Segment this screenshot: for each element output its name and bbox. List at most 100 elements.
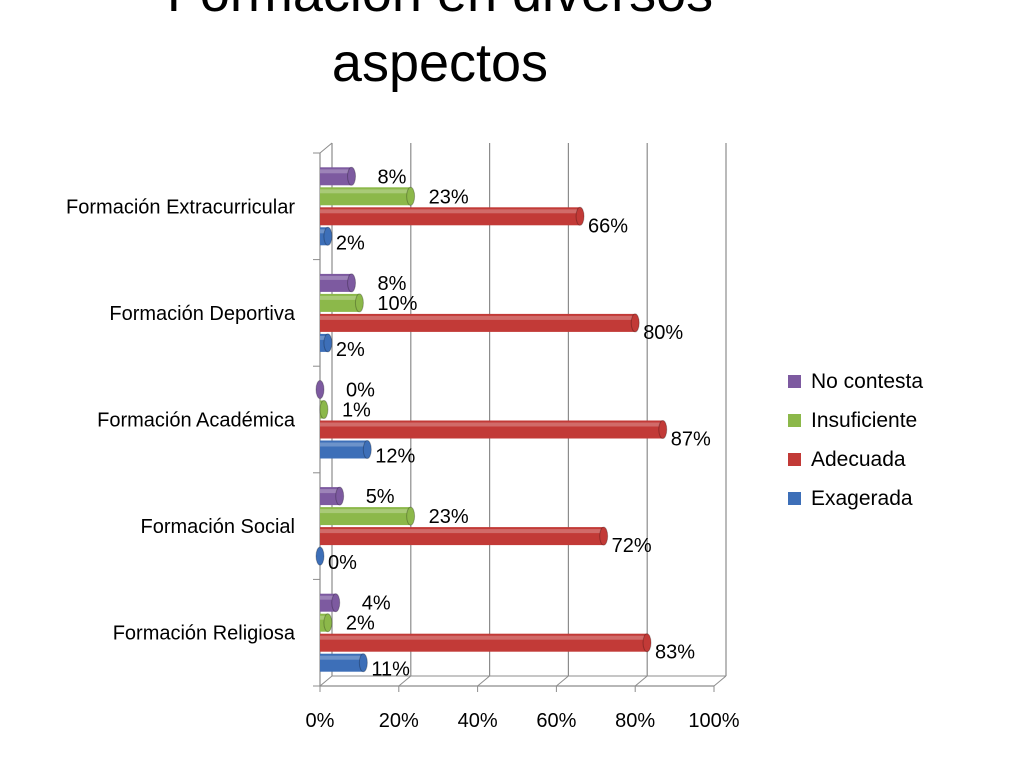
bar-highlight	[320, 275, 352, 280]
bar-highlight	[320, 189, 411, 194]
x-tick-label: 80%	[615, 710, 655, 732]
bar-adecuada-formacion-deportiva	[320, 313, 636, 332]
bar-cap	[406, 506, 416, 526]
bar-highlight	[320, 595, 336, 600]
bar-cap	[315, 546, 325, 566]
legend-label-exagerada: Exagerada	[811, 486, 913, 510]
data-label-exagerada: 12%	[375, 446, 415, 468]
title-line-1: Formación en diversos	[167, 0, 713, 23]
data-label-no-contesta: 0%	[346, 380, 375, 402]
bar-highlight	[320, 315, 636, 320]
floor-line	[477, 675, 490, 687]
floor-line	[556, 675, 569, 687]
bar-no-contesta-formacion-deportiva	[320, 273, 352, 292]
bar-highlight	[320, 509, 411, 514]
data-label-no-contesta: 8%	[378, 273, 407, 295]
bar-exagerada-formacion-academica	[320, 440, 368, 459]
bar-cap	[331, 593, 341, 613]
category-label-formacion-deportiva: Formación Deportiva	[109, 303, 296, 325]
bar-no-contesta-formacion-extracurricular	[320, 167, 352, 186]
floor-line	[634, 675, 648, 687]
bar-cap	[630, 313, 640, 333]
floor-line	[398, 675, 412, 687]
data-label-exagerada: 2%	[336, 339, 365, 361]
bar-cap	[319, 400, 329, 419]
bar-adecuada-formacion-religiosa	[320, 633, 648, 652]
bar-highlight	[320, 422, 663, 427]
data-label-adecuada: 87%	[671, 429, 711, 451]
bar-highlight	[320, 489, 340, 494]
bar-insuficiente-formacion-social	[320, 507, 411, 526]
legend-item-insuficiente: Insuficiente	[788, 401, 923, 440]
bar-adecuada-formacion-social	[320, 527, 604, 546]
data-label-exagerada: 2%	[336, 232, 365, 254]
x-tick-label: 20%	[379, 710, 419, 732]
x-tick-label: 40%	[458, 710, 498, 732]
data-label-exagerada: 0%	[328, 552, 357, 574]
data-label-insuficiente: 10%	[377, 293, 417, 315]
legend-label-no-contesta: No contesta	[811, 369, 924, 393]
bar-cap	[323, 226, 333, 246]
data-label-insuficiente: 2%	[346, 613, 375, 635]
legend-label-insuficiente: Insuficiente	[811, 408, 918, 432]
data-label-insuficiente: 1%	[342, 400, 371, 422]
legend-swatch-adecuada	[788, 453, 801, 466]
data-label-insuficiente: 23%	[429, 506, 469, 528]
data-label-insuficiente: 23%	[429, 186, 469, 208]
data-label-adecuada: 72%	[612, 535, 652, 557]
category-label-formacion-extracurricular: Formación Extracurricular	[66, 196, 295, 218]
bar-highlight	[320, 335, 328, 340]
bar-no-contesta-formacion-social	[320, 487, 340, 506]
bar-cap	[406, 186, 416, 206]
legend-item-adecuada: Adecuada	[788, 440, 923, 479]
data-label-no-contesta: 8%	[378, 166, 407, 188]
data-label-adecuada: 83%	[655, 642, 695, 664]
legend-label-adecuada: Adecuada	[811, 447, 906, 471]
bar-exagerada-formacion-religiosa	[320, 653, 364, 672]
bar-cap	[323, 613, 333, 633]
bar-cap	[347, 273, 357, 293]
legend-swatch-insuficiente	[788, 414, 801, 427]
bar-no-contesta-formacion-religiosa	[320, 593, 336, 612]
chart-title: Formación en diversos aspectos	[0, 0, 880, 98]
category-label-formacion-academica: Formación Académica	[97, 410, 296, 432]
legend-item-no-contesta: No contesta	[788, 362, 923, 401]
category-label-formacion-religiosa: Formación Religiosa	[113, 623, 296, 645]
floor-line	[319, 675, 333, 687]
bar-adecuada-formacion-academica	[320, 420, 663, 439]
bar-insuficiente-formacion-extracurricular	[320, 187, 411, 206]
legend-swatch-exagerada	[788, 492, 801, 505]
title-line-2: aspectos	[331, 33, 549, 93]
bar-adecuada-formacion-extracurricular	[320, 207, 581, 226]
bar-cap	[347, 166, 357, 186]
bar-highlight	[320, 655, 364, 660]
data-label-adecuada: 66%	[588, 215, 628, 237]
x-tick-label: 100%	[688, 710, 739, 732]
legend: No contesta Insuficiente Adecuada Exager…	[788, 362, 923, 518]
bar-cap	[354, 293, 364, 313]
data-label-adecuada: 80%	[643, 322, 683, 344]
legend-item-exagerada: Exagerada	[788, 479, 923, 518]
bar-cap	[323, 333, 333, 353]
floor-line	[713, 675, 727, 687]
bar-cap	[335, 486, 345, 506]
bar-highlight	[320, 529, 604, 534]
bar-cap	[599, 526, 609, 546]
wall-edge	[319, 142, 333, 154]
bar-cap	[358, 653, 368, 673]
bar-insuficiente-formacion-deportiva	[320, 293, 360, 312]
bar-cap	[658, 420, 668, 439]
bar-highlight	[320, 635, 648, 640]
x-tick-label: 60%	[536, 710, 576, 732]
bar-highlight	[320, 169, 352, 174]
data-label-no-contesta: 4%	[362, 593, 391, 615]
bar-cap	[315, 380, 325, 399]
bar-cap	[575, 206, 585, 226]
bar-cap	[642, 633, 652, 653]
category-label-formacion-social: Formación Social	[140, 516, 295, 538]
bar-highlight	[320, 442, 368, 447]
legend-swatch-no-contesta	[788, 375, 801, 388]
data-label-exagerada: 11%	[371, 659, 410, 681]
bar-highlight	[320, 615, 328, 620]
